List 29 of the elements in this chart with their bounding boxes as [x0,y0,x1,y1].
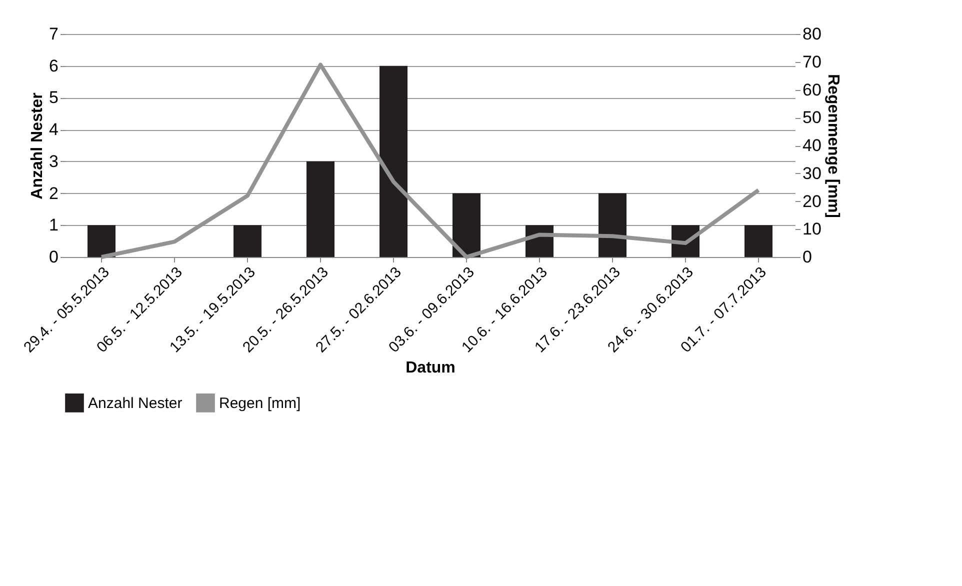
x-axis-title: Datum [406,359,456,376]
bar [452,193,480,257]
y-tick-label: 1 [49,216,58,235]
y2-tick-label: 0 [802,248,812,266]
y-tick-label: 7 [49,24,58,44]
y-tick-label: 6 [49,56,58,76]
y-tick-label: 2 [49,184,58,203]
legend-label: Regen [mm] [219,394,301,412]
y-tick-label: 0 [49,248,58,266]
legend-label: Anzahl Nester [88,394,182,412]
bar [234,225,262,257]
y2-tick-label: 20 [802,192,822,211]
bar [88,225,116,257]
y2-axis-title: Regenmenge [mm] [824,74,842,218]
bar [380,66,408,257]
y-axis-title: Anzahl Nester [29,92,46,200]
y-tick-label: 3 [49,152,58,171]
y-tick-label: 4 [49,120,58,140]
bar [744,225,772,257]
y2-tick-label: 40 [802,136,822,155]
bar [598,193,626,257]
bar [306,161,334,257]
y2-tick-label: 10 [802,220,822,239]
y2-tick-label: 60 [802,80,822,100]
y2-tick-label: 80 [802,24,822,44]
y-tick-label: 5 [49,88,58,108]
y2-tick-label: 30 [802,164,822,183]
y2-tick-label: 50 [802,108,822,128]
y2-tick-label: 70 [802,52,822,72]
